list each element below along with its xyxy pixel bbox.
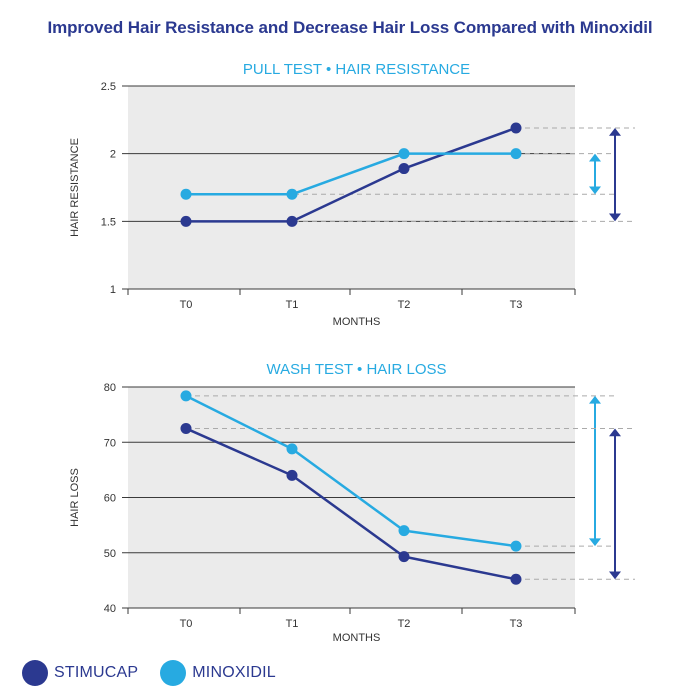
wash-xtick-label: T3 <box>510 618 523 630</box>
wash-ytick-label: 60 <box>104 493 116 505</box>
pull-chart-title: PULL TEST • HAIR RESISTANCE <box>243 61 470 78</box>
legend-swatch-stimucap <box>22 660 48 686</box>
wash-point-minoxidil <box>510 540 522 552</box>
wash-ytick-label: 70 <box>104 437 116 449</box>
wash-ytick-label: 40 <box>104 603 116 615</box>
pull-point-minoxidil <box>286 188 298 200</box>
pull-point-minoxidil <box>398 148 410 160</box>
legend-swatch-minoxidil <box>160 660 187 686</box>
wash-point-stimucap <box>180 422 192 434</box>
pull-xtick-label: T3 <box>510 299 523 311</box>
pull-series-line-minoxidil <box>186 152 516 196</box>
pull-arrowhead <box>609 127 621 136</box>
wash-arrowhead <box>589 395 601 404</box>
wash-series-line-stimucap <box>185 427 517 581</box>
pull-xtick-label: T0 <box>180 299 193 311</box>
pull-x-axis-title: MONTHS <box>333 316 381 328</box>
wash-xtick-label: T0 <box>180 618 193 630</box>
wash-x-axis-title: MONTHS <box>333 632 381 644</box>
pull-arrowhead <box>609 213 621 222</box>
wash-series-line-minoxidil <box>185 394 517 548</box>
pull-xtick-label: T2 <box>398 299 411 311</box>
wash-ytick-label: 80 <box>104 382 116 394</box>
pull-point-stimucap <box>510 122 522 134</box>
wash-point-stimucap <box>510 573 522 585</box>
wash-point-minoxidil <box>398 525 410 537</box>
wash-ytick-label: 50 <box>104 548 116 560</box>
pull-arrowhead <box>589 153 601 162</box>
wash-xtick-label: T2 <box>398 618 411 630</box>
pull-y-axis-title: HAIR RESISTANCE <box>69 138 81 237</box>
pull-plot-area <box>128 86 575 289</box>
legend-label-minoxidil: MINOXIDIL <box>192 664 276 681</box>
pull-point-stimucap <box>286 215 298 227</box>
pull-ytick-label: 1 <box>110 284 116 296</box>
pull-series-line-stimucap <box>186 126 517 223</box>
pull-point-stimucap <box>398 163 410 175</box>
pull-point-minoxidil <box>180 188 192 200</box>
pull-point-minoxidil <box>510 148 522 160</box>
wash-chart-title: WASH TEST • HAIR LOSS <box>266 361 446 378</box>
pull-xtick-label: T1 <box>286 299 299 311</box>
legend-label-stimucap: STIMUCAP <box>54 664 139 681</box>
legend-item-minoxidil: MINOXIDIL <box>160 660 276 686</box>
wash-point-minoxidil <box>180 390 192 402</box>
wash-arrowhead <box>609 428 621 437</box>
pull-point-stimucap <box>180 215 192 227</box>
legend: STIMUCAP MINOXIDIL <box>22 660 298 686</box>
pull-ytick-label: 2.5 <box>101 81 116 93</box>
page-title: Improved Hair Resistance and Decrease Ha… <box>47 18 653 37</box>
pull-ytick-label: 1.5 <box>101 216 116 228</box>
wash-point-stimucap <box>286 469 298 481</box>
wash-xtick-label: T1 <box>286 618 299 630</box>
wash-y-axis-title: HAIR LOSS <box>69 468 81 527</box>
wash-point-minoxidil <box>286 443 298 455</box>
pull-ytick-label: 2 <box>110 149 116 161</box>
wash-arrowhead <box>609 571 621 580</box>
pull-arrowhead <box>589 186 601 195</box>
legend-item-stimucap: STIMUCAP <box>22 660 138 686</box>
wash-point-stimucap <box>398 551 410 563</box>
wash-arrowhead <box>589 538 601 547</box>
